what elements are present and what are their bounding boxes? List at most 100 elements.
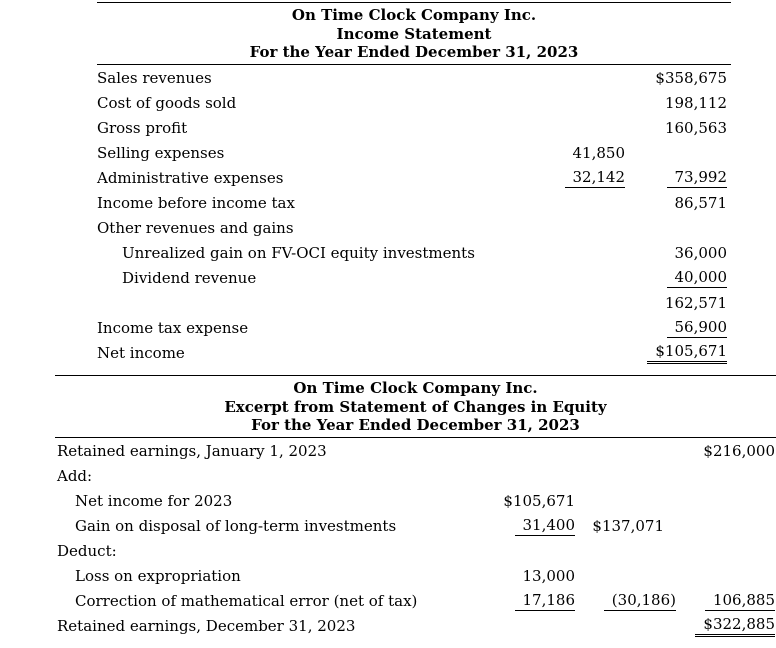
row-label: Retained earnings, December 31, 2023 (57, 616, 356, 635)
table-row: Gain on disposal of long-term investment… (55, 514, 776, 539)
amount-value: 13,000 (522, 566, 576, 585)
amount-cell (525, 216, 625, 241)
table-row: Correction of mathematical error (net of… (55, 589, 776, 614)
row-label: Sales revenues (97, 68, 212, 87)
amount-cell: 162,571 (625, 291, 731, 316)
amount-cell: 41,850 (525, 141, 626, 166)
row-label (97, 291, 525, 316)
equity-statement-header: On Time Clock Company Inc. Excerpt from … (55, 376, 776, 438)
amount-value: 162,571 (664, 293, 727, 312)
amount-cell (676, 539, 776, 564)
table-row: Income before income tax 86,571 (97, 191, 731, 216)
statement-name: Income Statement (336, 24, 492, 43)
amount-cell: 17,186 (475, 589, 575, 614)
amount-cell (475, 539, 575, 564)
row-label: Retained earnings, January 1, 2023 (57, 441, 327, 460)
amount-value: 41,850 (572, 143, 626, 162)
amount-value: $358,675 (655, 68, 727, 87)
amount-cell: 31,400 (475, 514, 575, 539)
row-label: Dividend revenue (122, 268, 257, 287)
row-label: Gain on disposal of long-term investment… (75, 516, 397, 535)
amount-cell: $105,671 (475, 489, 575, 514)
table-row: Cost of goods sold 198,112 (97, 91, 731, 116)
amount-cell (575, 539, 676, 564)
amount-value: 86,571 (674, 193, 728, 212)
row-label: Correction of mathematical error (net of… (75, 591, 418, 610)
row-label: Unrealized gain on FV-OCI equity investm… (122, 243, 475, 262)
amount-cell (525, 91, 625, 116)
amount-value: $105,671 (503, 491, 575, 510)
row-label: Income before income tax (97, 193, 295, 212)
row-label: Selling expenses (97, 143, 225, 162)
amount-cell: $322,885 (676, 614, 776, 639)
amount-value: 40,000 (666, 268, 727, 288)
amount-value: 73,992 (666, 168, 727, 188)
amount-value: $105,671 (647, 342, 727, 364)
table-row: Gross profit 160,563 (97, 116, 731, 141)
row-label: Other revenues and gains (97, 218, 294, 237)
income-statement-header: On Time Clock Company Inc. Income Statem… (97, 3, 731, 65)
amount-cell: 36,000 (625, 241, 731, 266)
amount-cell (525, 241, 625, 266)
amount-cell (475, 439, 575, 464)
statement-name: Excerpt from Statement of Changes in Equ… (224, 397, 607, 416)
company-name: On Time Clock Company Inc. (291, 6, 537, 24)
row-label: Add: (57, 466, 93, 485)
row-label: Income tax expense (97, 318, 249, 337)
amount-value: 17,186 (514, 591, 575, 611)
amount-cell: 160,563 (625, 116, 731, 141)
statement-period: For the Year Ended December 31, 2023 (249, 43, 579, 61)
amount-cell: $105,671 (625, 341, 731, 366)
amount-cell (525, 116, 625, 141)
amount-cell: 73,992 (625, 166, 731, 191)
amount-value: 36,000 (674, 243, 728, 262)
amount-cell (525, 66, 625, 91)
amount-value: $322,885 (695, 615, 775, 637)
equity-statement: On Time Clock Company Inc. Excerpt from … (55, 375, 776, 639)
row-label: Administrative expenses (97, 168, 284, 187)
table-row: 162,571 (97, 291, 731, 316)
amount-cell (575, 614, 676, 639)
table-row: Other revenues and gains (97, 216, 731, 241)
table-row: Net income for 2023 $105,671 (55, 489, 776, 514)
amount-cell (676, 489, 776, 514)
amount-cell (575, 464, 676, 489)
amount-cell: 198,112 (625, 91, 731, 116)
table-row: Retained earnings, December 31, 2023 $32… (55, 614, 776, 639)
amount-cell (676, 564, 776, 589)
amount-cell: 56,900 (625, 316, 731, 341)
company-name: On Time Clock Company Inc. (293, 379, 538, 397)
table-row: Administrative expenses 32,142 73,992 (97, 166, 731, 191)
row-label: Deduct: (57, 541, 117, 560)
amount-cell (625, 216, 731, 241)
amount-cell (525, 341, 625, 366)
amount-cell (625, 141, 731, 166)
amount-cell: (30,186) (575, 589, 676, 614)
equity-statement-table: Retained earnings, January 1, 2023 $216,… (55, 439, 776, 639)
amount-cell: 106,885 (676, 589, 776, 614)
amount-cell: $216,000 (676, 439, 776, 464)
amount-cell (676, 464, 776, 489)
amount-value: 32,142 (564, 168, 625, 188)
amount-cell (575, 439, 676, 464)
amount-value: 160,563 (664, 118, 727, 137)
row-label: Cost of goods sold (97, 93, 237, 112)
table-row: Retained earnings, January 1, 2023 $216,… (55, 439, 776, 464)
row-label: Loss on expropriation (75, 566, 241, 585)
table-row: Deduct: (55, 539, 776, 564)
table-row: Sales revenues $358,675 (97, 66, 731, 91)
row-label: Net income for 2023 (75, 491, 233, 510)
amount-value: 106,885 (704, 591, 775, 611)
amount-value: (30,186) (603, 591, 676, 611)
amount-cell (575, 564, 676, 589)
amount-cell (525, 316, 625, 341)
row-label: Gross profit (97, 118, 188, 137)
amount-cell (575, 489, 676, 514)
amount-value: $216,000 (703, 441, 775, 460)
table-row: Unrealized gain on FV-OCI equity investm… (97, 241, 731, 266)
table-row: Loss on expropriation 13,000 (55, 564, 776, 589)
amount-cell (525, 291, 625, 316)
table-row: Dividend revenue 40,000 (97, 266, 731, 291)
amount-value: 198,112 (664, 93, 727, 112)
